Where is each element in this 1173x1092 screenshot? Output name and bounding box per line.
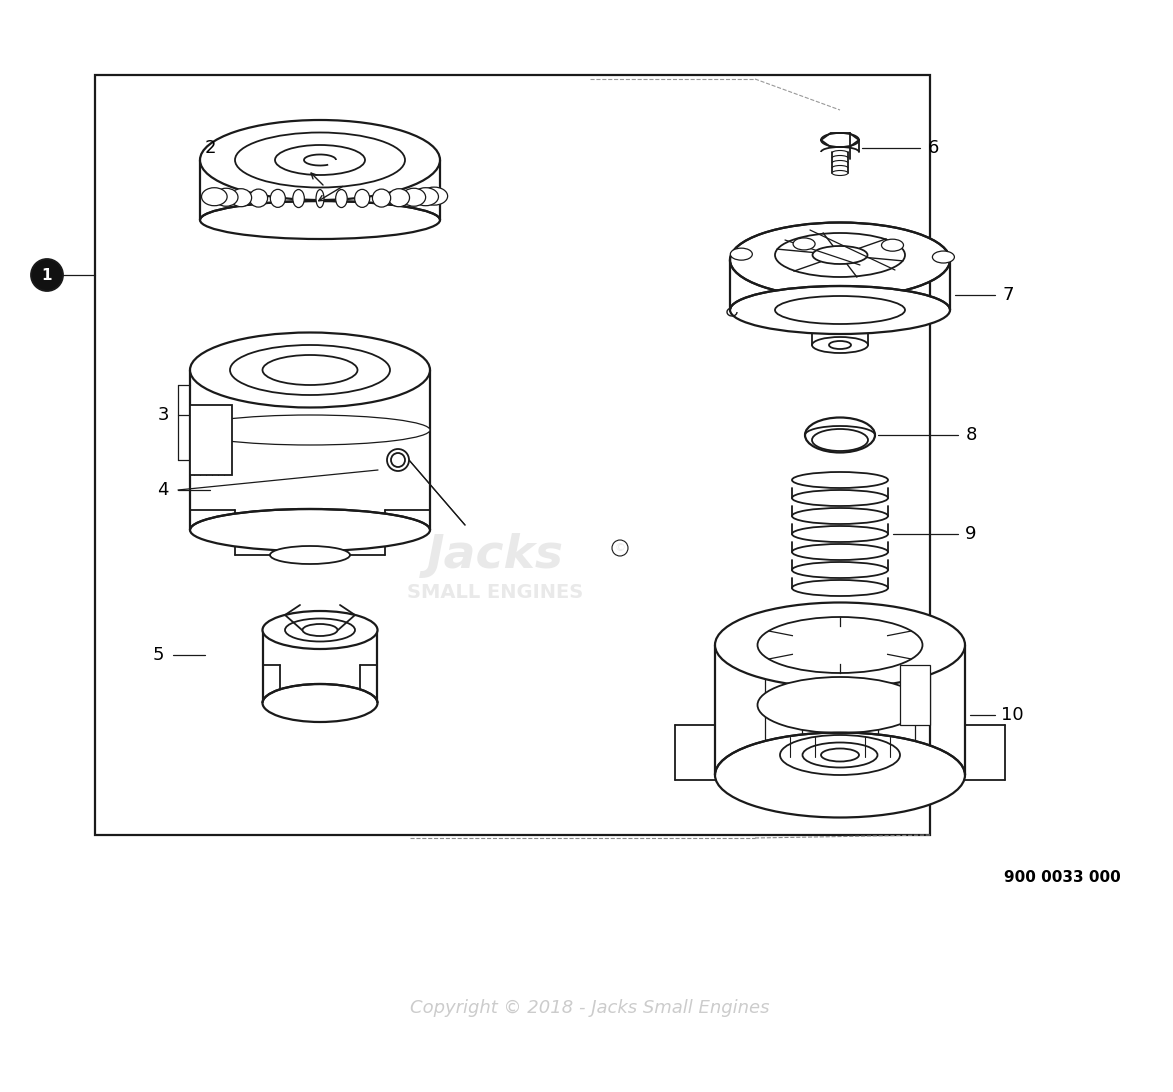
Ellipse shape (881, 239, 903, 251)
Ellipse shape (230, 345, 389, 395)
Bar (900, 665, 930, 725)
Ellipse shape (802, 743, 877, 768)
Text: 10: 10 (1001, 707, 1023, 724)
Ellipse shape (821, 748, 859, 761)
Ellipse shape (354, 189, 369, 207)
Ellipse shape (201, 201, 440, 239)
Ellipse shape (263, 684, 378, 722)
Ellipse shape (758, 617, 922, 673)
Ellipse shape (792, 490, 888, 506)
Ellipse shape (303, 624, 338, 636)
Ellipse shape (805, 417, 875, 452)
Ellipse shape (731, 248, 752, 260)
Ellipse shape (293, 190, 304, 207)
Ellipse shape (792, 544, 888, 560)
Ellipse shape (792, 580, 888, 596)
Ellipse shape (335, 190, 347, 207)
Bar (95, 75, 930, 835)
Text: 5: 5 (152, 646, 164, 664)
Ellipse shape (730, 286, 950, 334)
Ellipse shape (263, 355, 358, 385)
Ellipse shape (812, 337, 868, 353)
Ellipse shape (215, 188, 238, 206)
Ellipse shape (230, 189, 252, 206)
Ellipse shape (372, 189, 391, 207)
Text: 7: 7 (1002, 286, 1013, 304)
Ellipse shape (285, 618, 355, 641)
Ellipse shape (813, 246, 868, 264)
Ellipse shape (274, 145, 365, 175)
Ellipse shape (821, 133, 859, 147)
Ellipse shape (793, 238, 815, 250)
Ellipse shape (270, 546, 350, 563)
Ellipse shape (413, 188, 439, 205)
Text: 900 0033 000: 900 0033 000 (1004, 870, 1120, 886)
Ellipse shape (263, 612, 378, 649)
Ellipse shape (716, 733, 965, 818)
Ellipse shape (190, 509, 430, 551)
Ellipse shape (421, 187, 448, 205)
Text: 6: 6 (928, 139, 938, 157)
Text: Jacks: Jacks (427, 533, 563, 578)
Bar (190, 405, 232, 475)
Ellipse shape (730, 223, 950, 297)
Ellipse shape (832, 170, 848, 176)
Ellipse shape (388, 189, 409, 206)
Text: 1: 1 (42, 268, 53, 283)
Ellipse shape (758, 677, 922, 733)
Ellipse shape (792, 562, 888, 578)
Ellipse shape (190, 415, 430, 446)
Ellipse shape (792, 472, 888, 488)
Ellipse shape (792, 526, 888, 542)
Ellipse shape (387, 449, 409, 471)
Text: 4: 4 (157, 480, 169, 499)
Text: ©: © (615, 543, 625, 553)
Ellipse shape (716, 603, 965, 688)
Ellipse shape (780, 735, 900, 775)
Ellipse shape (190, 332, 430, 407)
Ellipse shape (402, 188, 426, 206)
Ellipse shape (775, 296, 906, 324)
Circle shape (30, 259, 63, 290)
Text: Copyright © 2018 - Jacks Small Engines: Copyright © 2018 - Jacks Small Engines (411, 999, 769, 1017)
Text: 3: 3 (157, 406, 169, 424)
Ellipse shape (812, 429, 868, 451)
Text: 8: 8 (965, 426, 977, 444)
Ellipse shape (775, 233, 906, 277)
Ellipse shape (250, 189, 267, 207)
Text: 2: 2 (204, 139, 216, 157)
Text: SMALL ENGINES: SMALL ENGINES (407, 582, 583, 602)
Ellipse shape (270, 189, 285, 207)
Ellipse shape (829, 341, 850, 349)
Text: 9: 9 (965, 525, 977, 543)
Ellipse shape (202, 188, 228, 205)
Ellipse shape (316, 190, 324, 207)
Ellipse shape (933, 251, 955, 263)
Ellipse shape (235, 132, 405, 188)
Ellipse shape (391, 453, 405, 467)
Ellipse shape (792, 508, 888, 524)
Ellipse shape (201, 120, 440, 200)
